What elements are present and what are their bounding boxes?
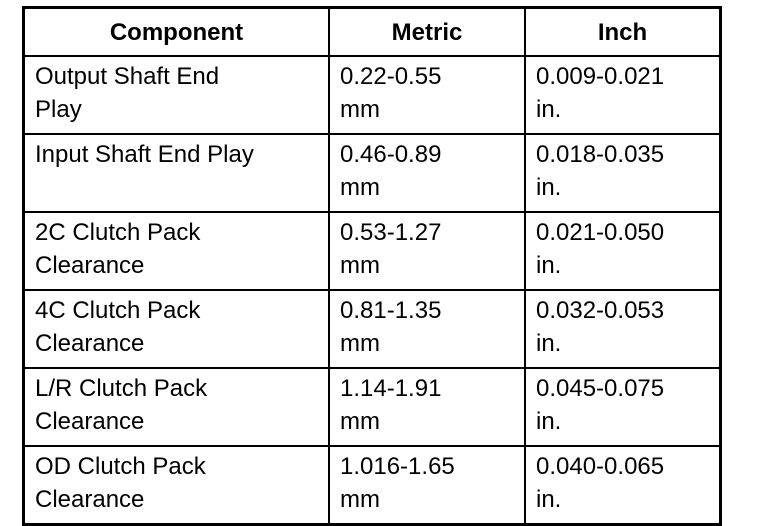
cell-line: 2C Clutch Pack — [35, 219, 201, 246]
table-cell: 0.53-1.27 mm — [328, 211, 526, 291]
table-cell: 0.045-0.075 in. — [524, 367, 722, 447]
header-cell: Component — [22, 6, 330, 57]
cell-line: mm — [340, 252, 380, 279]
cell-line: in. — [536, 408, 562, 435]
header-cell: Inch — [524, 6, 722, 57]
cell-line: 0.81-1.35 — [340, 297, 442, 324]
table-row: 2C Clutch Pack Clearance 0.53-1.27 mm 0.021-… — [22, 211, 722, 291]
cell-line: 1.016-1.65 — [340, 453, 455, 480]
table-cell: 0.009-0.021 in. — [524, 55, 722, 135]
table-cell: 0.040-0.065 in. — [524, 445, 722, 526]
table-cell: 0.81-1.35 mm — [328, 289, 526, 369]
cell-line: Clearance — [35, 408, 145, 435]
cell-line: Output Shaft End — [35, 63, 220, 90]
table-cell: 1.14-1.91 mm — [328, 367, 526, 447]
table-cell: 1.016-1.65 mm — [328, 445, 526, 526]
cell-line: mm — [340, 408, 380, 435]
header-row: Component Metric Inch — [22, 6, 722, 57]
cell-line: 0.53-1.27 — [340, 219, 442, 246]
cell-line: Clearance — [35, 486, 145, 513]
table-cell: 2C Clutch Pack Clearance — [22, 211, 330, 291]
cell-line: mm — [340, 486, 380, 513]
table-header: Component Metric Inch — [22, 6, 722, 57]
spec-table: Component Metric Inch Output Shaft End Play… — [22, 6, 722, 526]
cell-line: 0.021-0.050 — [536, 219, 665, 246]
table-cell: 0.018-0.035 in. — [524, 133, 722, 213]
cell-line: in. — [536, 330, 562, 357]
table-row: L/R Clutch Pack Clearance 1.14-1.91 mm 0.045… — [22, 367, 722, 447]
table-row: Input Shaft End Play 0.46-0.89 mm 0.018-0.0… — [22, 133, 722, 213]
table-cell: Output Shaft End Play — [22, 55, 330, 135]
cell-line: 1.14-1.91 — [340, 375, 442, 402]
cell-line: in. — [536, 252, 562, 279]
cell-line: mm — [340, 96, 380, 123]
table-row: 4C Clutch Pack Clearance 0.81-1.35 mm 0.032-… — [22, 289, 722, 369]
cell-line: L/R Clutch Pack — [35, 375, 208, 402]
table-cell: Input Shaft End Play — [22, 133, 330, 213]
cell-line: Play — [35, 96, 82, 123]
cell-line: mm — [340, 330, 380, 357]
table-row: Output Shaft End Play 0.22-0.55 mm 0.009-0.0… — [22, 55, 722, 135]
cell-line: 0.040-0.065 — [536, 453, 665, 480]
cell-line: OD Clutch Pack — [35, 453, 206, 480]
cell-line: 0.22-0.55 — [340, 63, 442, 90]
cell-line: 0.045-0.075 — [536, 375, 665, 402]
table-cell: 0.46-0.89 mm — [328, 133, 526, 213]
cell-line: Input Shaft End Play — [35, 141, 254, 168]
table-cell: 0.032-0.053 in. — [524, 289, 722, 369]
cell-line: 0.032-0.053 — [536, 297, 665, 324]
cell-line: in. — [536, 96, 562, 123]
cell-line: Clearance — [35, 330, 145, 357]
table-cell: 0.22-0.55 mm — [328, 55, 526, 135]
cell-line: 0.018-0.035 — [536, 141, 665, 168]
cell-line: 0.46-0.89 — [340, 141, 442, 168]
header-cell: Metric — [328, 6, 526, 57]
cell-line: mm — [340, 174, 380, 201]
table-row: OD Clutch Pack Clearance 1.016-1.65 mm 0.040… — [22, 445, 722, 526]
table-cell: OD Clutch Pack Clearance — [22, 445, 330, 526]
cell-line: 4C Clutch Pack — [35, 297, 201, 324]
table-cell: L/R Clutch Pack Clearance — [22, 367, 330, 447]
table-cell: 4C Clutch Pack Clearance — [22, 289, 330, 369]
cell-line: Clearance — [35, 252, 145, 279]
cell-line: in. — [536, 174, 562, 201]
cell-line: 0.009-0.021 — [536, 63, 665, 90]
table-body: Output Shaft End Play 0.22-0.55 mm 0.009-0.0… — [22, 55, 722, 526]
cell-line: in. — [536, 486, 562, 513]
table-cell: 0.021-0.050 in. — [524, 211, 722, 291]
